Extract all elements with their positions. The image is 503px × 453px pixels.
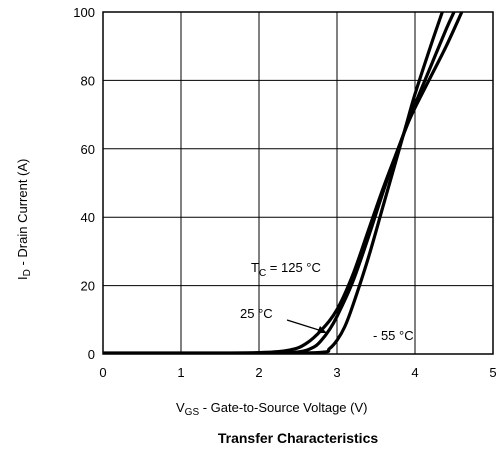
x-tick-labels: 0 1 2 3 4 5 — [99, 365, 496, 380]
plot-frame — [102, 11, 494, 355]
y-tick-label: 100 — [73, 5, 95, 20]
grid — [103, 12, 493, 354]
series-line-2 — [103, 12, 444, 354]
annotation-25c-pointer — [286, 319, 323, 332]
annotation-25c: 25 °C — [240, 306, 273, 321]
annotation-25c-arrowhead — [317, 326, 327, 333]
y-tick-labels: 0 20 40 60 80 100 — [73, 5, 95, 362]
x-tick-label: 5 — [489, 365, 496, 380]
x-tick-label: 0 — [99, 365, 106, 380]
x-tick-label: 1 — [177, 365, 184, 380]
y-tick-label: 40 — [81, 210, 95, 225]
annotation-125c: TC = 125 °C — [251, 260, 321, 279]
x-axis-label: VGS - Gate-to-Source Voltage (V) — [176, 400, 367, 418]
series-line-0 — [103, 12, 464, 354]
x-tick-label: 4 — [411, 365, 418, 380]
chart-title: Transfer Characteristics — [218, 430, 379, 446]
x-tick-label: 3 — [333, 365, 340, 380]
y-tick-label: 80 — [81, 73, 95, 88]
curves — [103, 12, 464, 354]
y-tick-label: 20 — [81, 279, 95, 294]
y-axis-label: ID - Drain Current (A) — [15, 159, 33, 280]
x-tick-label: 2 — [255, 365, 262, 380]
y-tick-label: 0 — [88, 347, 95, 362]
series-line-1 — [103, 12, 456, 354]
y-tick-label: 60 — [81, 142, 95, 157]
annotation-minus55c: - 55 °C — [373, 328, 414, 343]
